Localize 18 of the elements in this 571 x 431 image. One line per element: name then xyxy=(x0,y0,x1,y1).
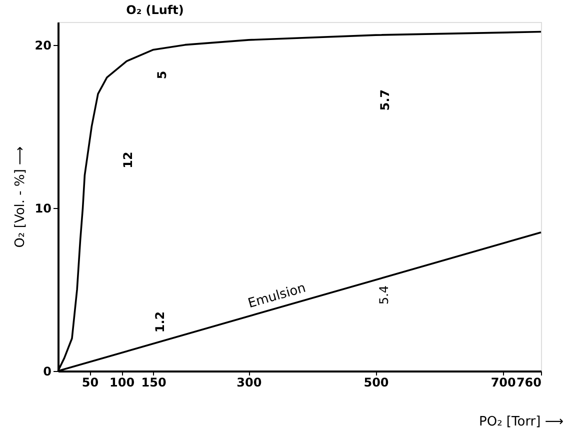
y-tick-label: 10 xyxy=(34,201,52,216)
y-axis-title: O₂ [Vol. - %] ⟶ xyxy=(12,146,28,248)
x-tick-label: 50 xyxy=(82,376,99,390)
annotation: 5.7 xyxy=(378,89,392,111)
x-tick-label: 100 xyxy=(110,376,135,390)
x-axis-title: PO₂ [Torr] ⟶ xyxy=(479,414,564,430)
text: O₂ (Luft) xyxy=(126,3,184,17)
y-tick-label: 20 xyxy=(34,38,52,52)
x-tick-label: 500 xyxy=(364,376,389,390)
annotation: 1.2 xyxy=(153,311,167,333)
x-tick-label: 300 xyxy=(236,376,262,390)
annotation: 5 xyxy=(155,70,169,80)
x-tick-label: 700 xyxy=(490,376,516,390)
x-tick-label: 760 xyxy=(516,376,542,390)
annotation: 5.4 xyxy=(377,285,391,305)
annotation: 12 xyxy=(121,152,135,168)
x-tick-label: 150 xyxy=(141,376,166,390)
y-tick-label: 0 xyxy=(43,364,52,378)
